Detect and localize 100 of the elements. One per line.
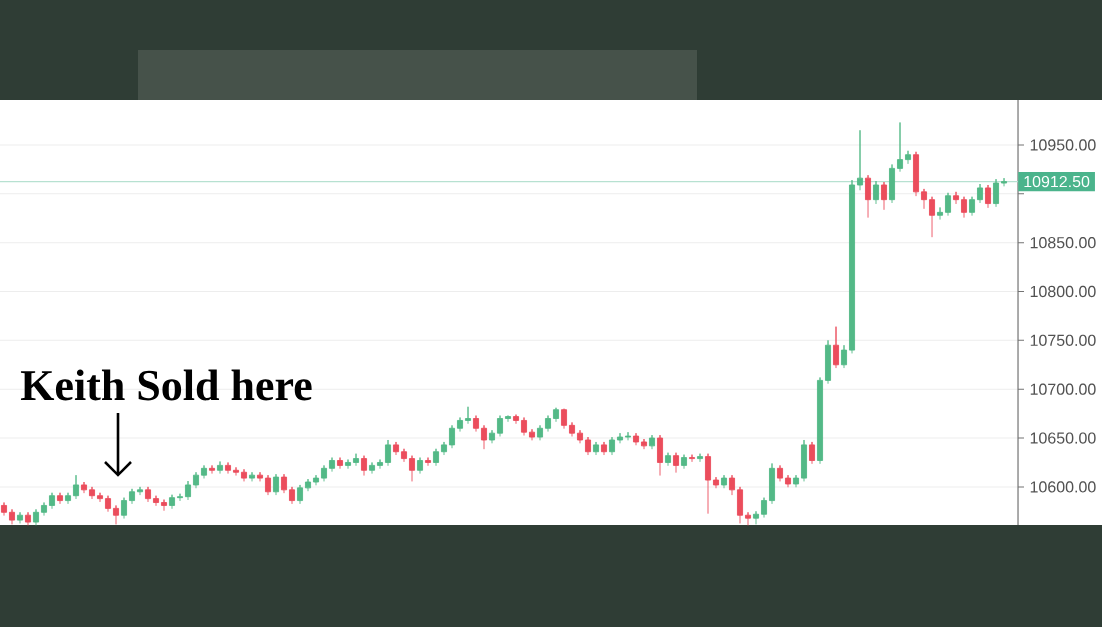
- candlestick: [601, 441, 608, 456]
- candlestick: [737, 486, 744, 524]
- candlestick: [185, 480, 192, 501]
- ref-line-label: 10912.50: [1024, 175, 1090, 188]
- candlestick: [409, 455, 416, 482]
- candlestick: [16, 511, 24, 524]
- candlestick: [217, 461, 224, 474]
- candlestick: [513, 414, 520, 424]
- candlestick: [633, 432, 640, 446]
- candlestick: [209, 464, 216, 474]
- candlestick: [97, 492, 104, 502]
- candlestick: [849, 179, 856, 354]
- candlestick: [881, 181, 888, 210]
- candlestick: [705, 453, 712, 514]
- candlestick: [305, 478, 312, 492]
- candlestick: [80, 481, 88, 494]
- candlestick: [993, 178, 1000, 207]
- candlestick: [497, 415, 504, 437]
- candlestick: [40, 502, 48, 516]
- candlestick: [144, 486, 152, 502]
- candlestick: [265, 474, 272, 496]
- candlestick: [377, 459, 384, 469]
- candlestick: [0, 502, 8, 516]
- candlestick: [289, 486, 296, 504]
- candlestick: [945, 192, 952, 216]
- candlestick: [801, 439, 808, 482]
- candlestick: [401, 448, 408, 462]
- candlestick: [481, 424, 488, 450]
- candlestick: [681, 454, 688, 469]
- candlestick: [337, 457, 344, 469]
- candlestick: [137, 486, 144, 496]
- candlestick: [313, 474, 320, 486]
- candlestick: [729, 474, 736, 496]
- candlestick: [441, 441, 448, 456]
- candlestick: [561, 408, 568, 429]
- y-tick-label: 10750.00: [1030, 334, 1096, 347]
- candlestick: [593, 441, 600, 456]
- candlestick: [417, 457, 424, 474]
- candlestick: [273, 473, 280, 496]
- candlestick: [88, 486, 96, 500]
- candlestick: [745, 511, 752, 526]
- y-tick-label: 10700.00: [1030, 383, 1096, 395]
- y-tick-label: 10950.00: [1030, 139, 1096, 151]
- candlestick: [657, 434, 664, 476]
- candlestick: [257, 471, 264, 482]
- candlestick: [969, 196, 976, 216]
- candlestick: [369, 462, 376, 474]
- candlestick: [817, 377, 824, 464]
- candlestick: [297, 484, 304, 504]
- candlestick: [913, 151, 920, 197]
- candlestick: [641, 438, 648, 450]
- candlestick: [537, 424, 544, 441]
- candlestick: [433, 448, 440, 466]
- candlestick: [673, 452, 680, 473]
- candlestick: [905, 150, 912, 164]
- candlestick: [625, 431, 632, 441]
- candlestick: [465, 406, 472, 424]
- candlestick: [569, 421, 576, 437]
- candlestick: [168, 494, 176, 509]
- y-tick-label: 10800.00: [1030, 285, 1096, 298]
- candlestick: [585, 436, 592, 456]
- candlestick: [281, 473, 288, 494]
- candlestick: [128, 488, 136, 504]
- candlestick: [897, 122, 904, 172]
- candlestick: [233, 466, 240, 476]
- candlestick: [953, 191, 960, 205]
- candlestick: [121, 497, 128, 519]
- candlestick: [785, 474, 792, 488]
- annotation: Keith Sold here: [20, 369, 312, 401]
- candlestick: [609, 436, 616, 456]
- candlestick: [73, 474, 80, 500]
- candlestick: [857, 129, 864, 191]
- candlestick: [457, 417, 464, 432]
- candlestick: [833, 326, 840, 369]
- candlestick: [353, 453, 360, 466]
- candlestick: [713, 476, 720, 489]
- candlestick: [161, 499, 168, 511]
- candlestick: [577, 429, 584, 444]
- candlestick: [753, 510, 760, 525]
- candlestick: [385, 439, 392, 466]
- candlestick: [689, 454, 696, 462]
- y-tick-label: 10600.00: [1030, 481, 1096, 493]
- candlestick: [329, 457, 336, 472]
- candlestick: [241, 468, 248, 482]
- candlestick: [873, 180, 880, 205]
- candlestick: [961, 196, 968, 218]
- candlestick: [49, 492, 56, 509]
- candlestick: [977, 183, 984, 204]
- candlestick: [489, 429, 496, 444]
- candlestick: [24, 511, 32, 526]
- candlestick: [153, 495, 160, 506]
- candlestick: [793, 474, 800, 488]
- candlestick: [393, 441, 400, 456]
- candlestick: [841, 344, 848, 369]
- candlestick: [777, 464, 784, 482]
- candlestick: [425, 457, 432, 466]
- candlestick: [985, 184, 992, 208]
- candlestick: [665, 452, 672, 466]
- candlestick: [9, 508, 16, 525]
- candlestick: [56, 492, 64, 504]
